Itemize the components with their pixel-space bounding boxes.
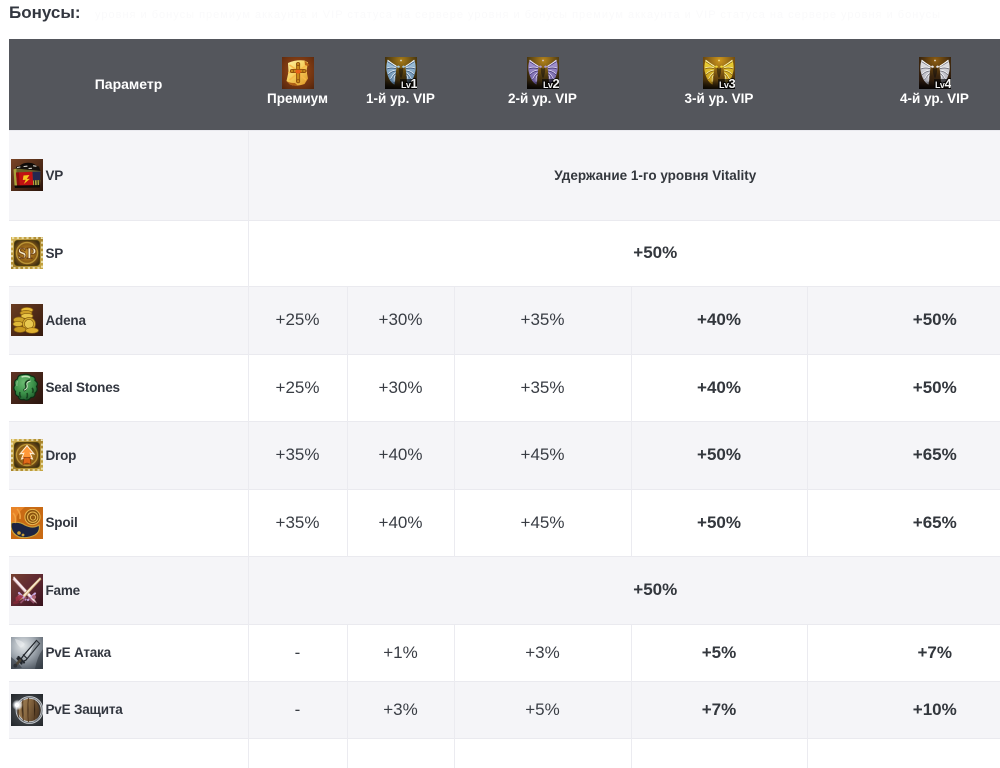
svg-text:Lv4: Lv4 — [934, 76, 950, 89]
svg-text:Lv1: Lv1 — [400, 76, 416, 89]
svg-text:SP: SP — [18, 246, 37, 263]
svg-text:Lv2: Lv2 — [542, 76, 558, 89]
svg-text:Lv3: Lv3 — [719, 76, 735, 89]
